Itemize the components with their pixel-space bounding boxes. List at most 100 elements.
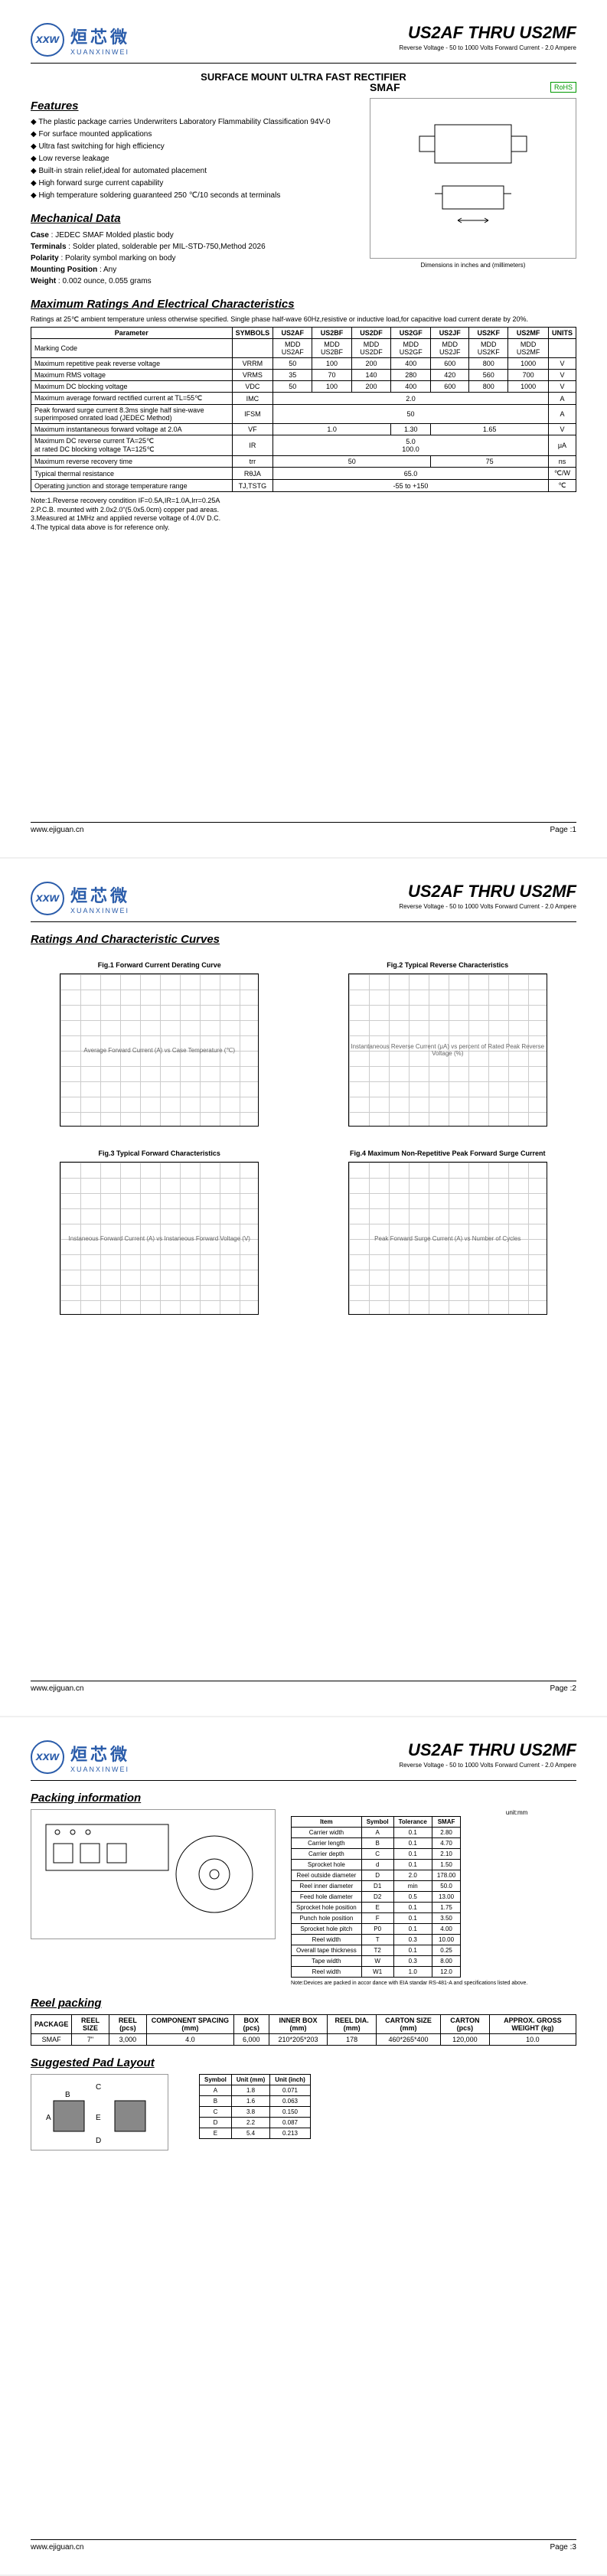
- ratings-row: Maximum instantaneous forward voltage at…: [31, 424, 576, 435]
- ratings-row: Peak forward surge current 8.3ms single …: [31, 405, 576, 424]
- reel-table: PACKAGEREEL SIZEREEL (pcs)COMPONENT SPAC…: [31, 2014, 576, 2046]
- feature-item: High forward surge current capability: [31, 178, 354, 189]
- logo-en: XUANXINWEI: [70, 907, 130, 915]
- chart-title: Fig.3 Typical Forward Characteristics: [31, 1149, 289, 1157]
- feature-item: For surface mounted applications: [31, 129, 354, 140]
- logo: xxw 烜芯微 XUANXINWEI: [31, 882, 130, 915]
- page-3: xxw 烜芯微 XUANXINWEI US2AF THRU US2MF Reve…: [0, 1717, 607, 2574]
- packing-note: Note:Devices are packed in accor dance w…: [291, 1981, 527, 1986]
- mech-row: Case : JEDEC SMAF Molded plastic body: [31, 230, 354, 241]
- chart-plot: Peak Forward Surge Current (A) vs Number…: [348, 1162, 547, 1315]
- page-number: Page :1: [550, 826, 576, 834]
- curves-title: Ratings And Characteristic Curves: [31, 933, 576, 946]
- chart-cell: Fig.3 Typical Forward Characteristics Ins…: [31, 1149, 289, 1315]
- pad-title: Suggested Pad Layout: [31, 2056, 576, 2069]
- pad-row: C3.80.150: [200, 2107, 311, 2118]
- packing-dim-table: ItemSymbolToleranceSMAFCarrier widthA0.1…: [291, 1816, 461, 1978]
- chart-plot: Average Forward Current (A) vs Case Temp…: [60, 973, 259, 1127]
- smaf-label: SMAF: [370, 81, 400, 93]
- mech-row: Polarity : Polarity symbol marking on bo…: [31, 253, 354, 264]
- logo-en: XUANXINWEI: [70, 48, 130, 56]
- ratings-row: Typical thermal resistanceRθJA65.0℃/W: [31, 468, 576, 480]
- doc-title: US2AF THRU US2MF: [399, 23, 576, 43]
- footer-url: www.ejiguan.cn: [31, 1684, 83, 1693]
- pad-row: A1.80.071: [200, 2085, 311, 2096]
- unit-label: unit:mm: [291, 1809, 527, 1816]
- smaf-outline-svg: [397, 109, 550, 247]
- packing-title: Packing information: [31, 1792, 576, 1805]
- ratings-row: Operating junction and storage temperatu…: [31, 480, 576, 492]
- feature-item: High temperature soldering guaranteed 25…: [31, 191, 354, 201]
- packing-dim-row: Reel outside diameterD2.0178.00: [292, 1870, 461, 1881]
- svg-text:C: C: [96, 2083, 101, 2092]
- pad-svg: A C D B E: [38, 2078, 161, 2147]
- ratings-row: Maximum RMS voltageVRMS35701402804205607…: [31, 370, 576, 381]
- feature-item: Low reverse leakage: [31, 154, 354, 165]
- logo-mark: xxw: [31, 1740, 64, 1774]
- ratings-row: Maximum average forward rectified curren…: [31, 393, 576, 405]
- svg-text:A: A: [46, 2114, 51, 2122]
- packing-dim-row: Sprocket hole positionE0.11.75: [292, 1903, 461, 1913]
- tape-reel-svg: [38, 1817, 268, 1932]
- page-number: Page :3: [550, 2543, 576, 2552]
- ratings-row: Marking CodeMDD US2AFMDD US2BFMDD US2DFM…: [31, 339, 576, 358]
- page-2: xxw 烜芯微 XUANXINWEI US2AF THRU US2MF Reve…: [0, 859, 607, 1716]
- page-header: xxw 烜芯微 XUANXINWEI US2AF THRU US2MF Reve…: [31, 882, 576, 922]
- ratings-row: Maximum DC reverse current TA=25℃at rate…: [31, 435, 576, 456]
- page-number: Page :2: [550, 1684, 576, 1693]
- chart-title: Fig.2 Typical Reverse Characteristics: [319, 961, 577, 969]
- page-footer: www.ejiguan.cn Page :3: [31, 2539, 576, 2552]
- ratings-row: Maximum repetitive peak reverse voltageV…: [31, 358, 576, 370]
- packing-dim-row: Punch hole positionF0.13.50: [292, 1913, 461, 1924]
- svg-text:B: B: [65, 2091, 70, 2099]
- page-footer: www.ejiguan.cn Page :2: [31, 1681, 576, 1693]
- page-header: xxw 烜芯微 XUANXINWEI US2AF THRU US2MF Reve…: [31, 23, 576, 64]
- packing-dim-row: Tape widthW0.38.00: [292, 1956, 461, 1967]
- packing-dim-row: Sprocket holed0.11.50: [292, 1860, 461, 1870]
- footer-url: www.ejiguan.cn: [31, 826, 83, 834]
- pad-row: B1.60.063: [200, 2096, 311, 2107]
- reel-row: SMAF7"3,0004.06,000210*205*203178460*265…: [31, 2034, 576, 2046]
- pad-row: E5.40.213: [200, 2128, 311, 2139]
- doc-subtitle: Reverse Voltage - 50 to 1000 Volts Forwa…: [399, 903, 576, 910]
- svg-text:E: E: [96, 2114, 101, 2122]
- doc-subtitle: Reverse Voltage - 50 to 1000 Volts Forwa…: [399, 44, 576, 51]
- doc-subtitle: Reverse Voltage - 50 to 1000 Volts Forwa…: [399, 1762, 576, 1769]
- package-outline-drawing: [370, 98, 576, 259]
- packing-dim-row: Reel widthT0.310.00: [292, 1935, 461, 1945]
- pad-table: SymbolUnit (mm)Unit (inch)A1.80.071B1.60…: [199, 2074, 311, 2139]
- logo-cn: 烜芯微: [70, 882, 130, 907]
- packing-dim-row: Sprocket hole pitchP00.14.00: [292, 1924, 461, 1935]
- feature-item: Built-in strain relief,ideal for automat…: [31, 166, 354, 177]
- chart-grid: Fig.1 Forward Current Derating Curve Aver…: [31, 961, 576, 1315]
- dim-note: Dimensions in inches and (millimeters): [370, 262, 576, 269]
- logo-mark: xxw: [31, 23, 64, 57]
- chart-title: Fig.1 Forward Current Derating Curve: [31, 961, 289, 969]
- feature-list: The plastic package carries Underwriters…: [31, 117, 354, 201]
- svg-text:D: D: [96, 2137, 101, 2145]
- smaf-panel: SMAF RoHS Dimensions in in: [370, 81, 576, 287]
- tape-reel-drawing: [31, 1809, 276, 1939]
- mechanical-title: Mechanical Data: [31, 212, 354, 225]
- ratings-notes: Note:1.Reverse recovery condition IF=0.5…: [31, 497, 576, 533]
- page-1: xxw 烜芯微 XUANXINWEI US2AF THRU US2MF Reve…: [0, 0, 607, 857]
- ratings-table: ParameterSYMBOLSUS2AFUS2BFUS2DFUS2GFUS2J…: [31, 327, 576, 492]
- logo-cn: 烜芯微: [70, 1741, 130, 1766]
- packing-dim-row: Reel inner diameterD1min50.0: [292, 1881, 461, 1892]
- doc-title: US2AF THRU US2MF: [399, 882, 576, 902]
- logo: xxw 烜芯微 XUANXINWEI: [31, 23, 130, 57]
- packing-dim-row: Carrier depthC0.12.10: [292, 1849, 461, 1860]
- logo: xxw 烜芯微 XUANXINWEI: [31, 1740, 130, 1774]
- packing-dim-row: Reel widthW11.012.0: [292, 1967, 461, 1978]
- packing-dim-row: Overall tape thicknessT20.10.25: [292, 1945, 461, 1956]
- ratings-title: Maximum Ratings And Electrical Character…: [31, 298, 576, 311]
- mech-row: Weight : 0.002 ounce, 0.055 grams: [31, 276, 354, 287]
- chart-plot: Instaneous Forward Current (A) vs Instan…: [60, 1162, 259, 1315]
- logo-mark: xxw: [31, 882, 64, 915]
- rohs-badge: RoHS: [550, 82, 576, 93]
- chart-cell: Fig.2 Typical Reverse CharacteristicsIns…: [319, 961, 577, 1127]
- feature-item: Ultra fast switching for high efficiency: [31, 142, 354, 152]
- logo-en: XUANXINWEI: [70, 1766, 130, 1773]
- pad-row: A C D B E SymbolUnit (mm)Unit (inch)A1.8…: [31, 2074, 576, 2150]
- feature-item: The plastic package carries Underwriters…: [31, 117, 354, 128]
